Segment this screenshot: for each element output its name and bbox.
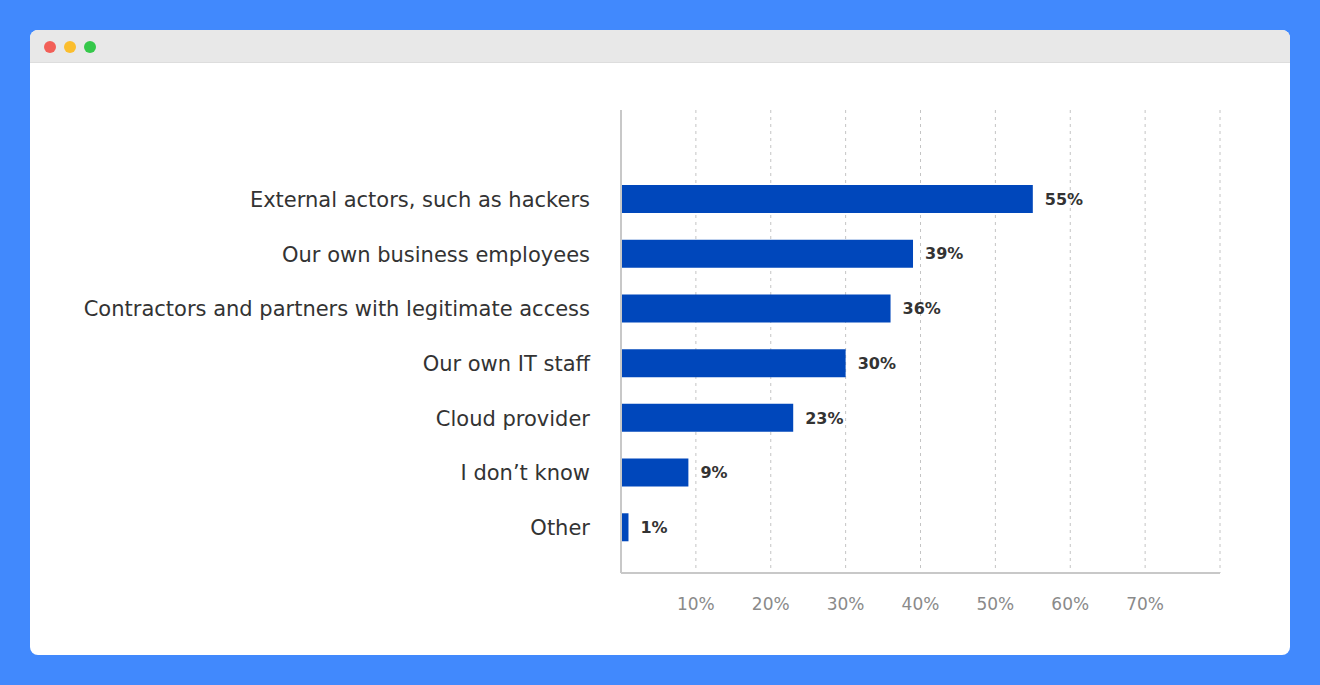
svg-text:30%: 30% [827,594,865,614]
svg-text:55%: 55% [1045,190,1083,209]
svg-text:23%: 23% [805,409,843,428]
svg-text:20%: 20% [752,594,790,614]
svg-text:30%: 30% [858,354,896,373]
svg-text:Other: Other [530,516,590,540]
svg-text:Contractors and partners with: Contractors and partners with legitimate… [84,297,590,321]
svg-text:I don’t know: I don’t know [461,461,590,485]
svg-text:36%: 36% [903,299,941,318]
svg-text:10%: 10% [677,594,715,614]
svg-text:40%: 40% [902,594,940,614]
svg-text:Our own business employees: Our own business employees [282,243,590,267]
svg-text:70%: 70% [1126,594,1164,614]
svg-text:39%: 39% [925,244,963,263]
svg-text:1%: 1% [640,518,667,537]
svg-text:External actors, such as hacke: External actors, such as hackers [250,188,590,212]
svg-text:9%: 9% [700,463,727,482]
svg-text:Our own IT staff: Our own IT staff [423,352,591,376]
svg-text:Cloud provider: Cloud provider [436,407,591,431]
svg-text:60%: 60% [1051,594,1089,614]
svg-text:50%: 50% [976,594,1014,614]
